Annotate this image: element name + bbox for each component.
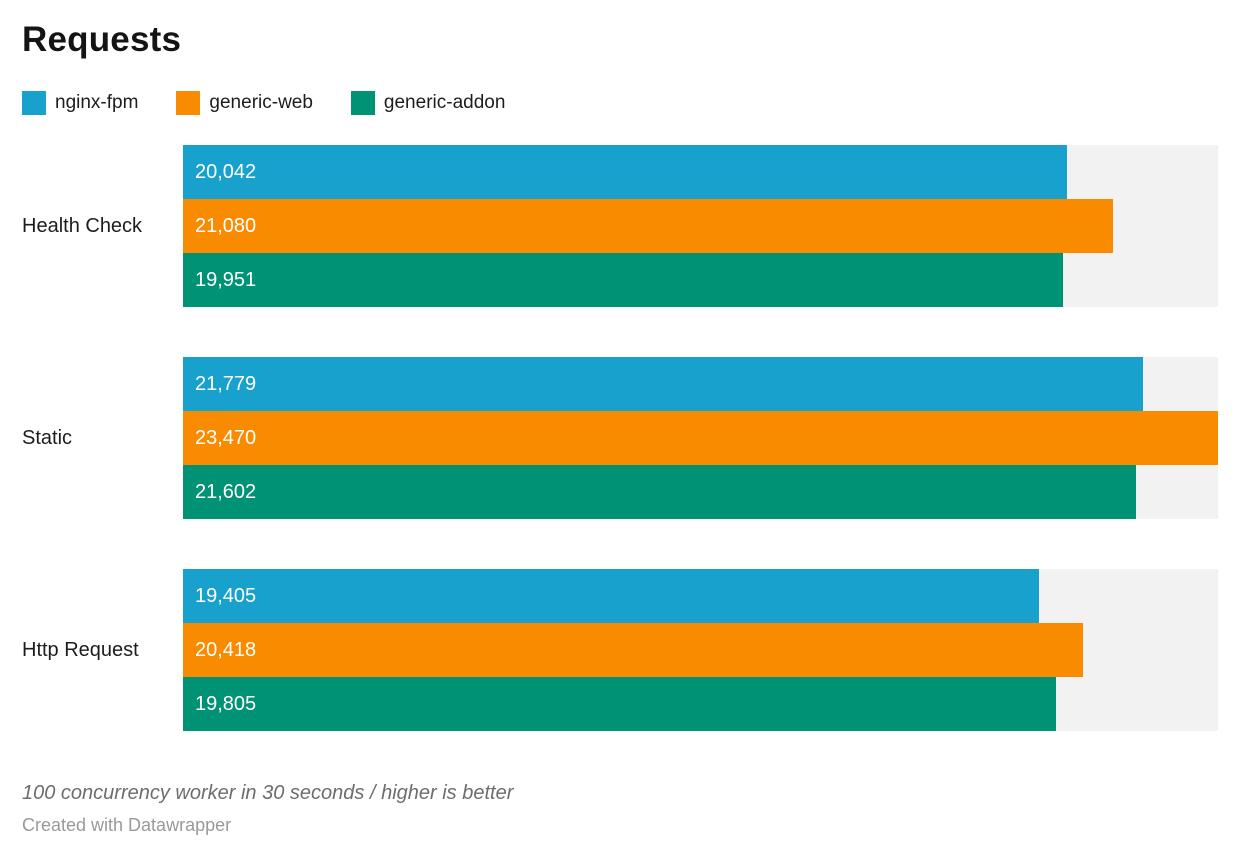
bar-generic-web-static: 23,470 (183, 411, 1218, 465)
bar-row: 20,042 (183, 145, 1218, 199)
bar-value-label: 20,042 (195, 160, 257, 183)
legend-swatch-icon (22, 91, 46, 115)
bar-nginx-fpm-static: 21,779 (183, 357, 1144, 411)
legend-item-nginx-fpm: nginx-fpm (22, 91, 138, 115)
bar-row: 21,602 (183, 465, 1218, 519)
chart-note: 100 concurrency worker in 30 seconds / h… (22, 782, 514, 804)
bar-generic-web-http-request: 20,418 (183, 623, 1084, 677)
category-label: Http Request (22, 638, 139, 661)
bar-value-label: 21,602 (195, 480, 257, 503)
bar-track: 21,779 23,470 21,602 (183, 357, 1218, 519)
bar-track: 19,405 20,418 19,805 (183, 569, 1218, 731)
bar-value-label: 21,080 (195, 214, 257, 237)
bar-nginx-fpm-http-request: 19,405 (183, 569, 1039, 623)
bar-chart: Health Check 20,042 21,080 19,951 Static 21,7… (22, 145, 1218, 731)
bar-value-label: 23,470 (195, 426, 257, 449)
category-group-http-request: Http Request 19,405 20,418 19,805 (22, 569, 1218, 731)
bar-generic-addon-static: 21,602 (183, 465, 1136, 519)
bar-value-label: 20,418 (195, 638, 257, 661)
bar-value-label: 19,951 (195, 268, 257, 291)
bar-value-label: 21,779 (195, 372, 257, 395)
bar-row: 19,951 (183, 253, 1218, 307)
legend-label: nginx-fpm (55, 92, 139, 113)
bar-row: 23,470 (183, 411, 1218, 465)
bar-value-label: 19,405 (195, 584, 257, 607)
datawrapper-credit: Created with Datawrapper (22, 815, 232, 835)
bar-nginx-fpm-health-check: 20,042 (183, 145, 1067, 199)
category-label: Static (22, 426, 73, 449)
bar-row: 20,418 (183, 623, 1218, 677)
bar-generic-addon-health-check: 19,951 (183, 253, 1063, 307)
bar-row: 19,805 (183, 677, 1218, 731)
bar-track: 20,042 21,080 19,951 (183, 145, 1218, 307)
category-label: Health Check (22, 214, 143, 237)
legend-swatch-icon (176, 91, 201, 115)
bar-generic-web-health-check: 21,080 (183, 199, 1113, 253)
legend-item-generic-addon: generic-addon (350, 91, 506, 115)
bar-row: 21,779 (183, 357, 1218, 411)
bar-row: 19,405 (183, 569, 1218, 623)
bar-row: 21,080 (183, 199, 1218, 253)
legend-item-generic-web: generic-web (176, 91, 313, 115)
category-group-static: Static 21,779 23,470 21,602 (22, 357, 1218, 519)
legend: nginx-fpm generic-web generic-addon (22, 91, 1218, 115)
legend-label: generic-web (209, 92, 313, 113)
chart-container: Requests nginx-fpm generic-web generic-add… (22, 20, 1218, 835)
chart-title: Requests (22, 20, 182, 59)
bar-generic-addon-http-request: 19,805 (183, 677, 1057, 731)
bar-value-label: 19,805 (195, 692, 257, 715)
legend-label: generic-addon (383, 92, 506, 113)
legend-swatch-icon (350, 91, 375, 115)
category-group-health-check: Health Check 20,042 21,080 19,951 (22, 145, 1218, 307)
